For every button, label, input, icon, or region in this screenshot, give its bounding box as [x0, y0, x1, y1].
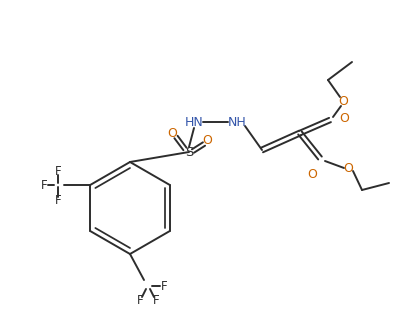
Text: NH: NH	[228, 116, 246, 128]
Text: F: F	[153, 295, 160, 308]
Text: HN: HN	[184, 116, 203, 128]
Text: S: S	[185, 146, 193, 158]
Text: F: F	[41, 178, 47, 192]
Text: O: O	[202, 134, 212, 147]
Text: O: O	[307, 167, 317, 181]
Text: O: O	[339, 111, 349, 125]
Text: F: F	[55, 194, 61, 207]
Text: F: F	[161, 279, 167, 292]
Text: O: O	[167, 127, 177, 139]
Text: O: O	[338, 94, 348, 108]
Text: F: F	[137, 295, 143, 308]
Text: O: O	[343, 162, 353, 175]
Text: F: F	[55, 165, 61, 177]
